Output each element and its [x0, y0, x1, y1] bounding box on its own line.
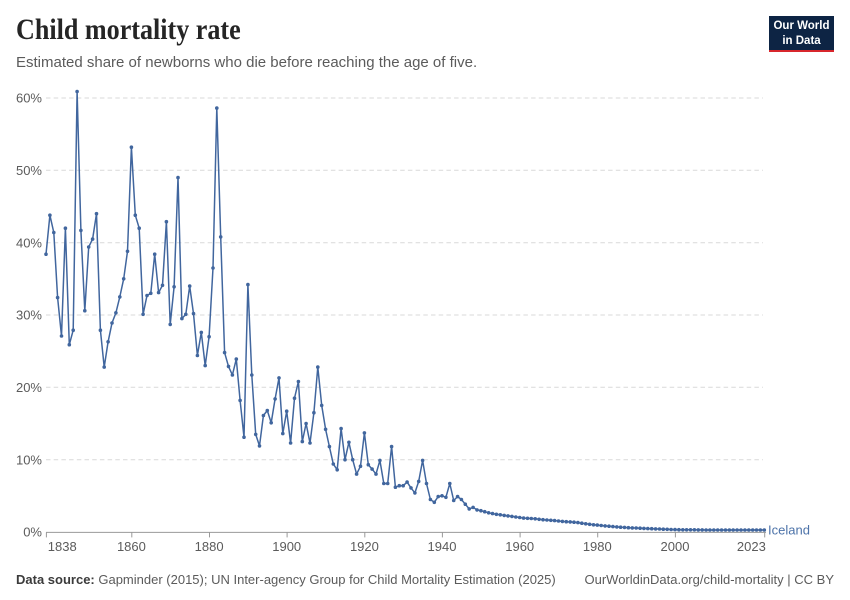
svg-text:2000: 2000	[661, 539, 690, 554]
svg-text:1920: 1920	[350, 539, 379, 554]
svg-text:Iceland: Iceland	[768, 523, 810, 538]
svg-text:2023: 2023	[737, 539, 766, 554]
svg-text:1940: 1940	[428, 539, 457, 554]
svg-text:1980: 1980	[583, 539, 612, 554]
svg-text:30%: 30%	[16, 308, 42, 323]
svg-text:0%: 0%	[23, 525, 42, 540]
svg-text:60%: 60%	[16, 91, 42, 106]
svg-text:20%: 20%	[16, 380, 42, 395]
svg-text:1960: 1960	[505, 539, 534, 554]
svg-text:1860: 1860	[117, 539, 146, 554]
svg-text:10%: 10%	[16, 452, 42, 467]
svg-text:1838: 1838	[48, 539, 77, 554]
svg-text:50%: 50%	[16, 163, 42, 178]
svg-text:40%: 40%	[16, 235, 42, 250]
svg-text:1880: 1880	[195, 539, 224, 554]
svg-text:1900: 1900	[272, 539, 301, 554]
